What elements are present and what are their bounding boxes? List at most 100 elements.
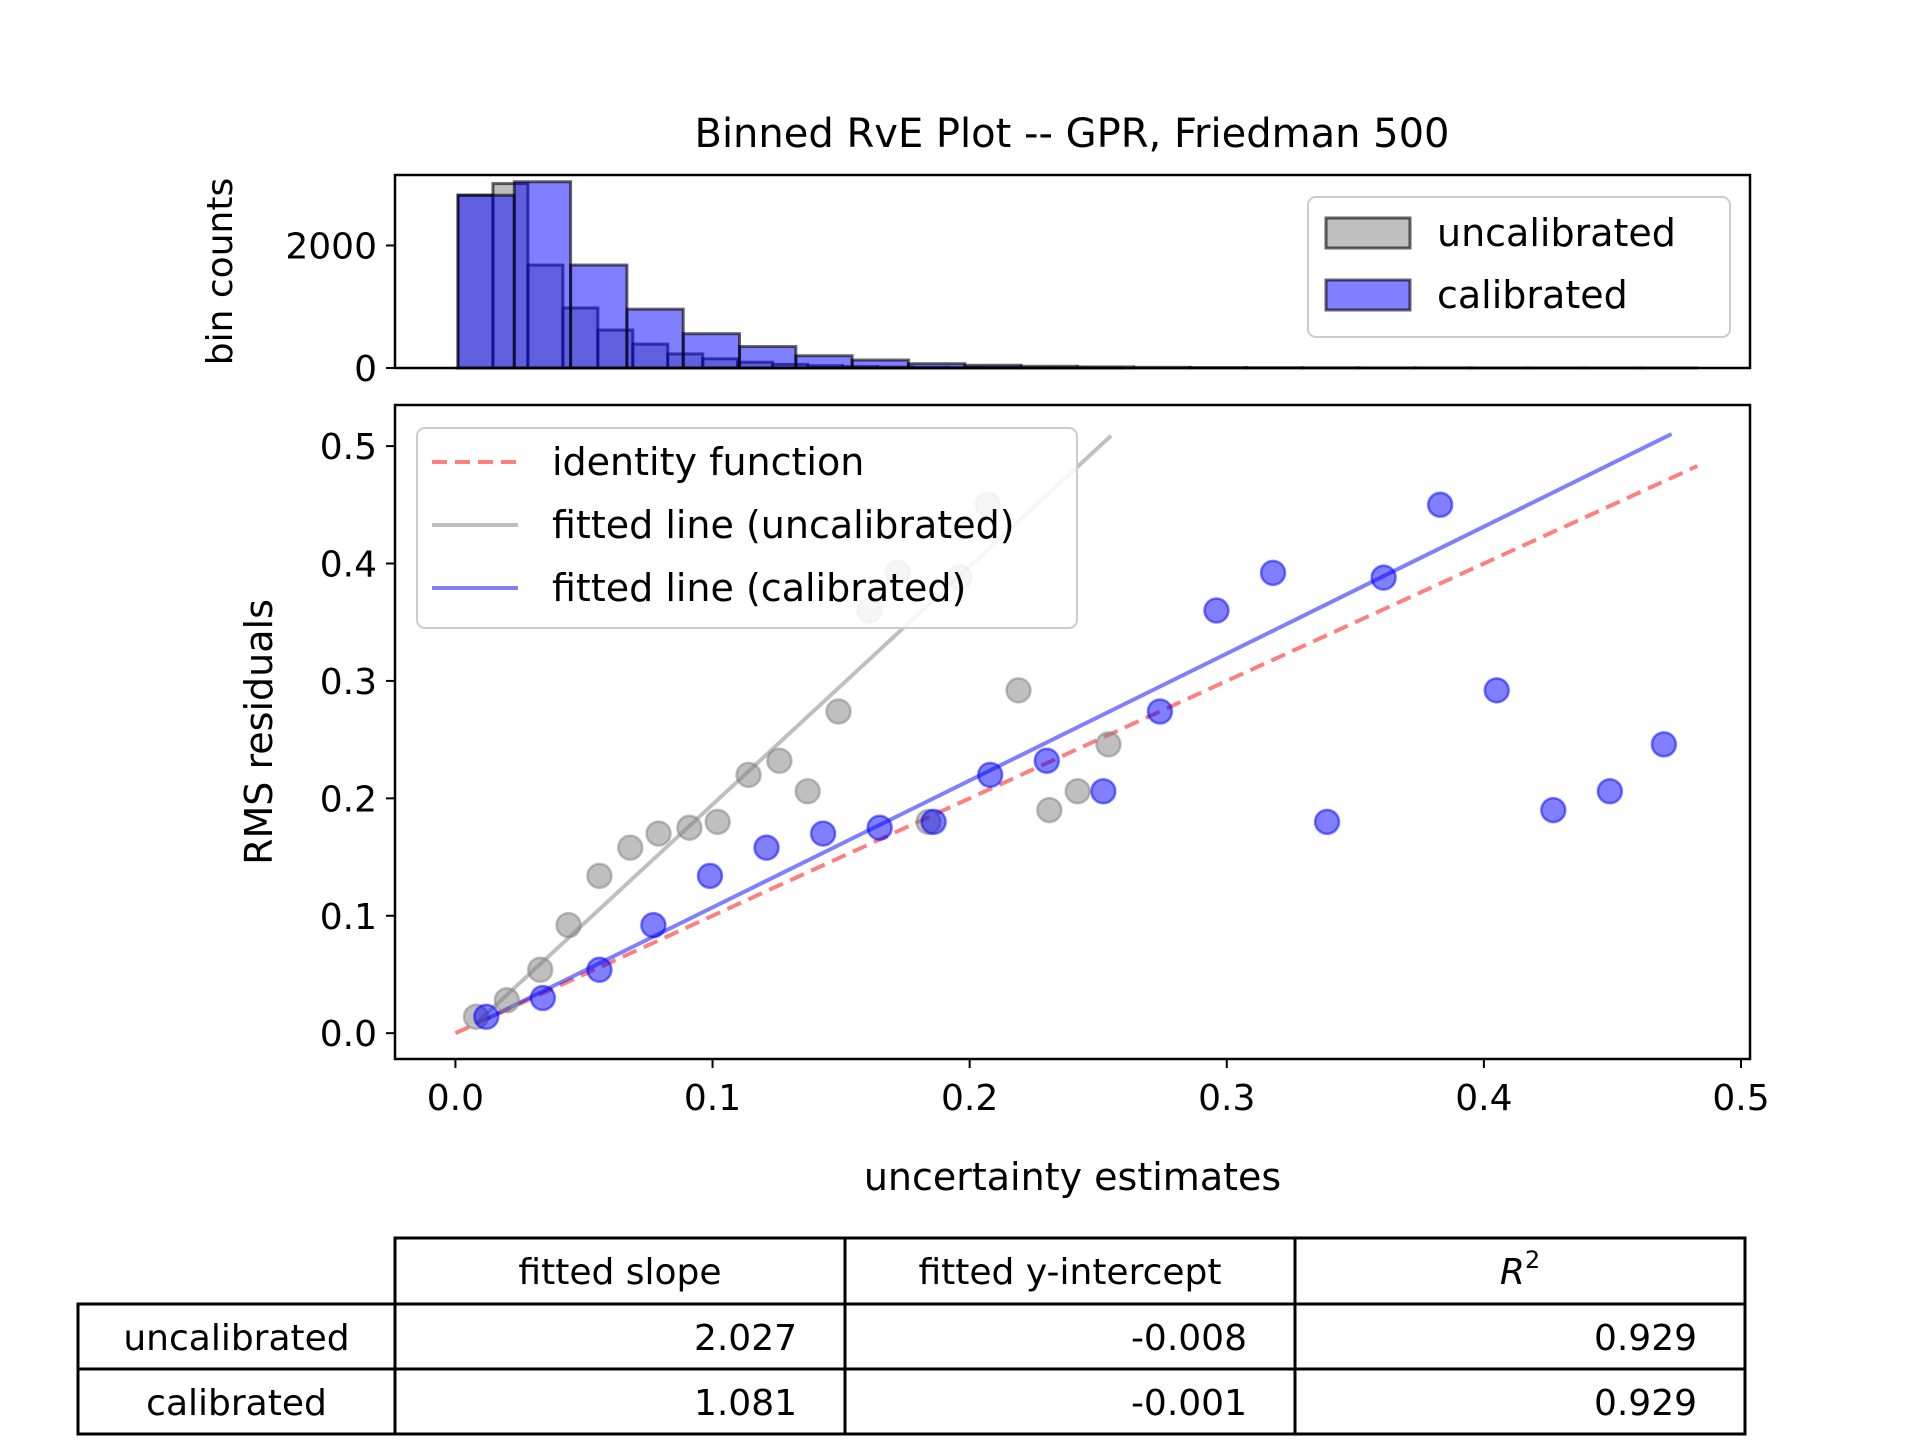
point-calibrated-18 — [1483, 677, 1510, 704]
xtick-label: 0.3 — [1198, 1078, 1255, 1119]
point-calibrated-11 — [1090, 778, 1117, 805]
hist-bar-calibrated-3 — [625, 307, 685, 370]
x-axis-label: uncertainty estimates — [864, 1155, 1281, 1199]
point-calibrated-9 — [976, 761, 1004, 789]
table-value: -0.001 — [1131, 1383, 1247, 1424]
point-calibrated-20 — [1596, 778, 1624, 805]
point-calibrated-12 — [1146, 698, 1174, 725]
hist-legend-label-uncalibrated: uncalibrated — [1437, 211, 1676, 255]
point-uncalibrated-19 — [1036, 796, 1063, 824]
table-cell — [843, 1302, 1297, 1371]
main-legend-label: fitted line (uncalibrated) — [552, 503, 1015, 547]
hist-legend: uncalibrated calibrated — [1307, 196, 1731, 338]
point-calibrated-8 — [920, 808, 947, 836]
table-header-superscript: 2 — [1525, 1246, 1540, 1274]
point-calibrated-0 — [473, 1003, 500, 1030]
table-header-cell — [843, 1236, 1297, 1306]
table-value: 0.929 — [1594, 1318, 1697, 1359]
hist-bar-calibrated-1 — [512, 180, 573, 370]
point-uncalibrated-1 — [493, 987, 521, 1014]
point-uncalibrated-3 — [555, 911, 582, 939]
point-calibrated-15 — [1313, 808, 1341, 836]
point-calibrated-13 — [1203, 597, 1230, 624]
main-legend-label: fitted line (calibrated) — [552, 566, 966, 610]
line-fitted-line-calibrated — [485, 432, 1673, 1021]
point-calibrated-5 — [753, 834, 780, 861]
table-value: 1.081 — [694, 1383, 797, 1424]
point-uncalibrated-4 — [586, 862, 613, 890]
point-calibrated-10 — [1033, 747, 1061, 775]
point-uncalibrated-18 — [1005, 677, 1032, 704]
hist-ytick-label: 2000 — [285, 226, 377, 267]
hist-ylabel: bin counts — [200, 178, 241, 365]
table-cell — [393, 1367, 847, 1436]
xtick-label: 0.4 — [1455, 1078, 1512, 1119]
hist-bar-calibrated-4 — [681, 332, 742, 370]
main-legend-label: identity function — [552, 440, 864, 484]
hist-legend-swatch-uncalibrated — [1324, 216, 1412, 250]
xtick-label: 0.0 — [427, 1078, 484, 1119]
ytick-label: 0.2 — [320, 779, 377, 820]
point-calibrated-17 — [1426, 491, 1454, 519]
point-uncalibrated-21 — [1095, 731, 1122, 758]
point-calibrated-7 — [866, 814, 893, 841]
hist-ytick-label: 0 — [354, 349, 377, 390]
scatter-panel: 0.0 0.1 0.2 0.3 0.4 0.5 0.0 0.1 0.2 0.3 0.4 0.5 unce… — [237, 403, 1770, 1199]
histogram-frame — [393, 173, 1752, 370]
point-uncalibrated-8 — [704, 808, 731, 836]
table-header-cell — [393, 1236, 847, 1306]
main-legend: identity function fitted line (uncalibrat… — [416, 427, 1078, 629]
point-calibrated-3 — [640, 911, 667, 939]
line-identity-function — [454, 464, 1699, 1035]
point-uncalibrated-7 — [676, 814, 703, 841]
table-value: -0.008 — [1131, 1318, 1247, 1359]
hist-legend-box — [1307, 196, 1731, 338]
point-calibrated-4 — [696, 862, 724, 890]
table-row-label: uncalibrated — [123, 1318, 349, 1359]
table-value: 0.929 — [1594, 1383, 1697, 1424]
main-legend-box — [416, 427, 1078, 629]
point-calibrated-21 — [1650, 731, 1678, 758]
y-axis-label: RMS residuals — [237, 599, 281, 865]
hist-bar-calibrated-5 — [738, 345, 798, 370]
xtick-label: 0.1 — [684, 1078, 741, 1119]
ytick-label: 0.3 — [320, 662, 377, 703]
point-uncalibrated-20 — [1064, 778, 1091, 805]
point-calibrated-2 — [586, 956, 613, 984]
point-calibrated-19 — [1540, 796, 1567, 824]
histogram-panel: 0 2000 bin counts uncalibrated calibrated — [200, 173, 1752, 390]
point-uncalibrated-12 — [825, 698, 852, 725]
xtick-label: 0.2 — [941, 1078, 998, 1119]
table-header-label: fitted slope — [518, 1252, 721, 1293]
hist-bar-calibrated-0 — [456, 193, 516, 370]
hist-bar-calibrated-2 — [569, 263, 629, 370]
point-uncalibrated-6 — [645, 820, 672, 847]
point-uncalibrated-9 — [735, 761, 762, 789]
ytick-label: 0.5 — [320, 427, 377, 468]
point-uncalibrated-11 — [794, 778, 821, 805]
table-header-cell — [1293, 1236, 1747, 1306]
table-row-label: calibrated — [146, 1383, 327, 1424]
xtick-label: 0.5 — [1712, 1078, 1769, 1119]
ytick-label: 0.0 — [320, 1014, 377, 1055]
point-calibrated-16 — [1370, 564, 1397, 591]
point-calibrated-14 — [1259, 559, 1287, 587]
hist-legend-swatch-calibrated — [1324, 278, 1412, 312]
ytick-label: 0.1 — [320, 897, 377, 938]
figure-title: Binned RvE Plot -- GPR, Friedman 500 — [695, 111, 1450, 157]
table-cell — [843, 1367, 1297, 1436]
point-uncalibrated-5 — [617, 834, 644, 861]
hist-legend-label-calibrated: calibrated — [1437, 273, 1628, 317]
table-header-label: fitted y-intercept — [918, 1252, 1221, 1293]
ytick-label: 0.4 — [320, 545, 377, 586]
main-frame — [393, 403, 1752, 1061]
table-value: 2.027 — [694, 1318, 797, 1359]
table-cell — [1293, 1302, 1747, 1371]
point-uncalibrated-10 — [766, 747, 793, 775]
point-calibrated-1 — [529, 984, 557, 1012]
hist-bar-calibrated-6 — [794, 354, 854, 370]
point-uncalibrated-2 — [527, 956, 554, 984]
point-calibrated-6 — [809, 820, 837, 847]
table-cell — [1293, 1367, 1747, 1436]
